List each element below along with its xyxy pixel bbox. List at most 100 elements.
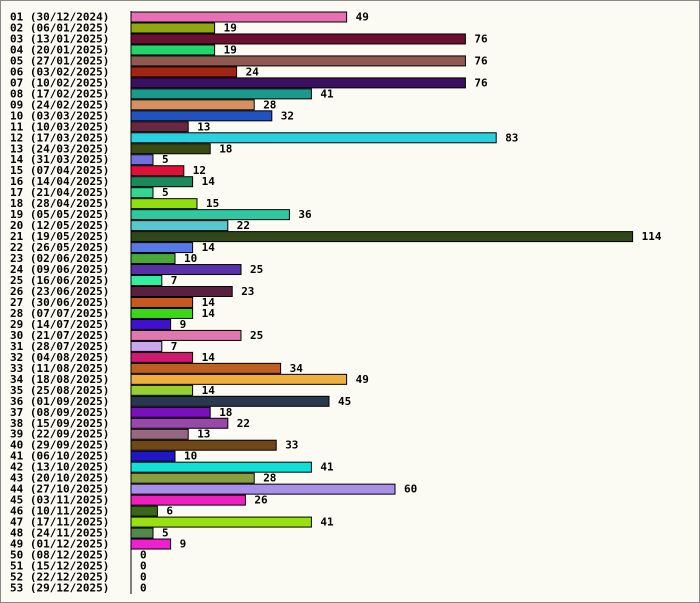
bar <box>130 143 211 155</box>
bar <box>130 483 396 495</box>
bar <box>130 176 194 188</box>
category-label: 40 (29/09/2025) <box>10 439 109 452</box>
value-label: 23 <box>241 285 254 298</box>
category-label: 47 (17/11/2025) <box>10 516 109 529</box>
value-label: 26 <box>254 494 268 507</box>
category-label: 23 (02/06/2025) <box>10 252 109 265</box>
value-label: 24 <box>246 65 260 78</box>
category-label: 28 (07/07/2025) <box>10 307 109 320</box>
category-label: 22 (26/05/2025) <box>10 241 109 254</box>
value-label: 0 <box>140 549 147 562</box>
bar <box>130 505 158 517</box>
bar <box>130 198 198 210</box>
bar <box>130 121 189 133</box>
bar <box>130 373 348 385</box>
value-label: 76 <box>474 32 488 45</box>
value-label: 9 <box>180 538 187 551</box>
category-label: 05 (27/01/2025) <box>10 54 109 67</box>
category-label: 29 (14/07/2025) <box>10 318 109 331</box>
bar <box>130 450 176 462</box>
category-label: 35 (25/08/2025) <box>10 384 109 397</box>
bar <box>130 286 233 297</box>
value-label: 13 <box>197 120 210 133</box>
value-label: 76 <box>474 54 488 67</box>
category-label: 06 (03/02/2025) <box>10 65 109 78</box>
bar <box>130 220 229 232</box>
category-label: 31 (28/07/2025) <box>10 340 109 353</box>
value-label: 34 <box>290 362 304 375</box>
bar <box>130 472 255 484</box>
bar <box>130 439 277 451</box>
value-label: 5 <box>162 186 169 199</box>
value-label: 7 <box>171 274 178 287</box>
category-label: 39 (22/09/2025) <box>10 428 109 441</box>
value-label: 33 <box>285 439 298 452</box>
value-label: 19 <box>224 21 237 34</box>
bar <box>130 110 273 122</box>
bar <box>130 318 172 330</box>
category-label: 44 (27/10/2025) <box>10 483 109 496</box>
bar <box>130 88 312 100</box>
value-label: 9 <box>180 318 187 331</box>
value-label: 22 <box>237 219 250 232</box>
value-label: 10 <box>184 252 197 265</box>
bar <box>130 231 634 243</box>
category-label: 50 (08/12/2025) <box>10 549 109 562</box>
category-label: 27 (30/06/2025) <box>10 296 109 309</box>
value-label: 41 <box>320 461 334 474</box>
category-label: 25 (16/06/2025) <box>10 274 109 287</box>
value-label: 49 <box>356 373 369 386</box>
value-label: 28 <box>263 472 276 485</box>
bar <box>130 516 312 528</box>
category-label: 03 (13/01/2025) <box>10 32 109 45</box>
category-label: 10 (03/03/2025) <box>10 109 109 122</box>
bar <box>130 264 242 276</box>
category-label: 16 (14/04/2025) <box>10 175 109 188</box>
category-label: 37 (08/09/2025) <box>10 406 109 419</box>
value-label: 10 <box>184 450 197 463</box>
bar <box>130 22 216 34</box>
category-label: 53 (29/12/2025) <box>10 581 109 594</box>
value-label: 14 <box>202 384 216 397</box>
category-label: 09 (24/02/2025) <box>10 98 109 111</box>
bar <box>130 55 466 67</box>
value-label: 0 <box>140 570 147 583</box>
value-label: 0 <box>140 560 147 573</box>
value-label: 18 <box>219 142 232 155</box>
category-label: 51 (15/12/2025) <box>10 560 109 573</box>
bar <box>130 395 330 407</box>
bar <box>130 362 282 374</box>
value-label: 41 <box>320 516 334 529</box>
category-label: 13 (24/03/2025) <box>10 142 109 155</box>
category-label: 18 (28/04/2025) <box>10 197 109 210</box>
bar <box>130 77 466 89</box>
category-label: 26 (23/06/2025) <box>10 285 109 298</box>
category-label: 32 (04/08/2025) <box>10 351 109 364</box>
bar <box>130 253 176 265</box>
value-label: 114 <box>642 230 662 243</box>
category-label: 15 (07/04/2025) <box>10 164 109 177</box>
bar <box>130 538 172 550</box>
bar <box>130 44 216 56</box>
category-label: 36 (01/09/2025) <box>10 395 109 408</box>
category-label: 30 (21/07/2025) <box>10 329 109 342</box>
category-label: 24 (09/06/2025) <box>10 263 109 276</box>
value-label: 41 <box>320 87 334 100</box>
bar <box>130 275 163 287</box>
value-label: 14 <box>202 175 216 188</box>
bar <box>130 351 194 363</box>
value-label: 28 <box>263 98 276 111</box>
category-label: 34 (18/08/2025) <box>10 373 109 386</box>
category-label: 45 (03/11/2025) <box>10 494 109 507</box>
category-label: 21 (19/05/2025) <box>10 230 109 243</box>
value-label: 14 <box>202 307 216 320</box>
bar <box>130 154 154 166</box>
bar <box>130 417 229 429</box>
value-label: 60 <box>404 483 417 496</box>
value-label: 7 <box>171 340 178 353</box>
value-label: 5 <box>162 527 169 540</box>
value-label: 13 <box>197 428 210 441</box>
bar <box>130 242 194 254</box>
value-label: 76 <box>474 76 488 89</box>
value-label: 0 <box>140 581 147 594</box>
